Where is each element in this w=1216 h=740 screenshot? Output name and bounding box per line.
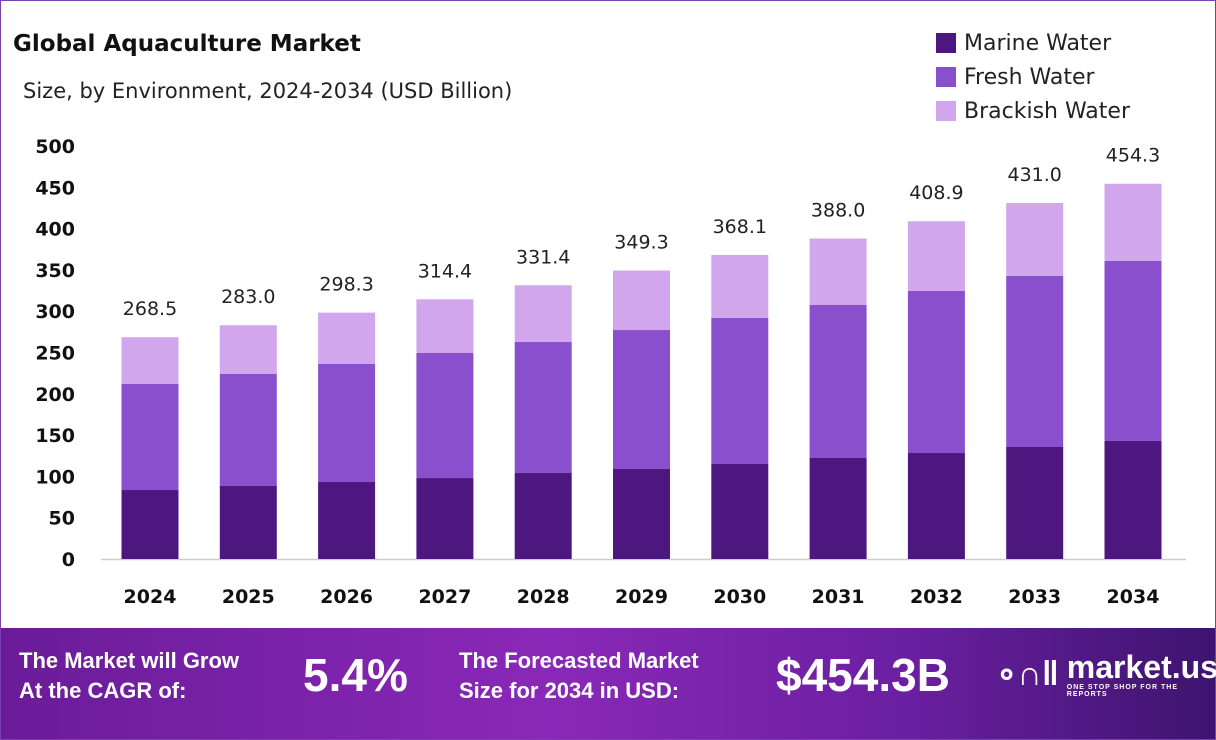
x-tick-label: 2028 bbox=[517, 586, 570, 608]
legend-label: Brackish Water bbox=[964, 98, 1130, 124]
bar-segment-brackish-water bbox=[219, 325, 277, 374]
legend-label: Marine Water bbox=[964, 30, 1112, 56]
bar-segment-marine-water bbox=[318, 482, 376, 559]
y-tick-label: 200 bbox=[35, 384, 75, 406]
bar-segment-brackish-water bbox=[514, 285, 572, 343]
bar-segment-fresh-water bbox=[121, 383, 179, 491]
y-tick-label: 350 bbox=[35, 260, 75, 282]
data-label: 331.4 bbox=[516, 246, 570, 268]
y-tick-label: 0 bbox=[62, 549, 75, 571]
bar-segment-fresh-water bbox=[219, 373, 277, 486]
bar-segment-marine-water bbox=[613, 468, 670, 559]
market-us-logo: ∘∩‖ market.us ONE STOP SHOP FOR THE REPOR… bbox=[996, 649, 1216, 698]
data-label: 283.0 bbox=[221, 286, 275, 308]
y-tick-label: 50 bbox=[49, 508, 75, 530]
legend-item-fresh: Fresh Water bbox=[936, 60, 1130, 94]
legend-swatch bbox=[936, 67, 956, 87]
y-tick-label: 500 bbox=[35, 136, 75, 158]
bar-segment-marine-water bbox=[907, 453, 965, 559]
data-label: 431.0 bbox=[1007, 164, 1061, 186]
data-label: 408.9 bbox=[909, 182, 963, 204]
y-tick-label: 100 bbox=[35, 466, 75, 488]
bar-segment-marine-water bbox=[809, 457, 867, 559]
legend-swatch bbox=[936, 101, 956, 121]
bar-segment-brackish-water bbox=[907, 221, 965, 291]
bar-segment-brackish-water bbox=[711, 254, 769, 318]
data-label: 454.3 bbox=[1106, 145, 1160, 167]
cagr-label: The Market will Grow At the CAGR of: bbox=[19, 648, 240, 703]
bar-segment-marine-water bbox=[1006, 446, 1064, 559]
y-tick-label: 450 bbox=[35, 177, 75, 199]
bar-segment-brackish-water bbox=[416, 299, 474, 353]
bar-segment-fresh-water bbox=[1104, 260, 1162, 441]
bar-segment-fresh-water bbox=[1006, 276, 1064, 447]
bar-segment-brackish-water bbox=[318, 312, 376, 364]
bar-segment-marine-water bbox=[416, 478, 474, 559]
bar-segment-marine-water bbox=[219, 485, 277, 559]
bar-segment-fresh-water bbox=[514, 342, 572, 474]
bar-segment-brackish-water bbox=[1104, 183, 1162, 261]
forecast-label: The Forecasted Market Size for 2034 in US… bbox=[459, 648, 699, 703]
bar-segment-fresh-water bbox=[416, 352, 474, 479]
bar-segment-marine-water bbox=[711, 464, 769, 559]
data-label: 314.4 bbox=[418, 260, 472, 282]
bar-segment-fresh-water bbox=[711, 317, 769, 465]
bar-segment-brackish-water bbox=[121, 337, 179, 384]
x-tick-label: 2025 bbox=[222, 586, 275, 608]
forecast-value: $454.3B bbox=[776, 649, 950, 701]
y-tick-label: 300 bbox=[35, 301, 75, 323]
chart-subtitle: Size, by Environment, 2024-2034 (USD Bil… bbox=[23, 79, 513, 103]
x-tick-label: 2027 bbox=[418, 586, 471, 608]
y-tick-label: 250 bbox=[35, 343, 75, 365]
plot-area: 0 50 100 150 200 250 300 350 400 450 500 268.5 2024 2… bbox=[35, 136, 1186, 608]
y-tick-label: 150 bbox=[35, 425, 75, 447]
legend-label: Fresh Water bbox=[964, 64, 1095, 90]
x-tick-label: 2026 bbox=[320, 586, 373, 608]
bar-segment-fresh-water bbox=[318, 363, 376, 483]
bar-segment-fresh-water bbox=[613, 330, 670, 469]
bar-segment-marine-water bbox=[121, 490, 179, 559]
x-tick-label: 2034 bbox=[1107, 586, 1160, 608]
x-tick-label: 2030 bbox=[713, 586, 766, 608]
x-tick-label: 2032 bbox=[910, 586, 963, 608]
legend-item-brackish: Brackish Water bbox=[936, 94, 1130, 128]
x-tick-label: 2024 bbox=[124, 586, 177, 608]
chart-title: Global Aquaculture Market bbox=[13, 31, 361, 57]
x-tick-label: 2031 bbox=[812, 586, 865, 608]
bar-segment-fresh-water bbox=[809, 305, 867, 458]
legend-swatch bbox=[936, 33, 956, 53]
legend-item-marine: Marine Water bbox=[936, 26, 1130, 60]
legend: Marine Water Fresh Water Brackish Water bbox=[936, 26, 1130, 128]
bar-segment-brackish-water bbox=[613, 270, 670, 331]
bar-segment-brackish-water bbox=[809, 238, 867, 306]
data-label: 298.3 bbox=[319, 274, 373, 296]
bar-segment-marine-water bbox=[514, 473, 572, 559]
footer-banner: The Market will Grow At the CAGR of: 5.4%… bbox=[1, 628, 1216, 739]
bar-segment-fresh-water bbox=[907, 290, 965, 454]
y-tick-label: 400 bbox=[35, 219, 75, 241]
data-label: 388.0 bbox=[811, 200, 865, 222]
x-tick-label: 2029 bbox=[615, 586, 668, 608]
cagr-value: 5.4% bbox=[303, 649, 408, 701]
bar-segment-brackish-water bbox=[1006, 202, 1064, 277]
logo-icon: ∘∩‖ bbox=[996, 655, 1059, 693]
x-tick-label: 2033 bbox=[1008, 586, 1061, 608]
data-label: 349.3 bbox=[614, 231, 668, 253]
data-label: 368.1 bbox=[713, 216, 767, 238]
bar-segment-marine-water bbox=[1104, 440, 1162, 559]
data-label: 268.5 bbox=[123, 298, 177, 320]
